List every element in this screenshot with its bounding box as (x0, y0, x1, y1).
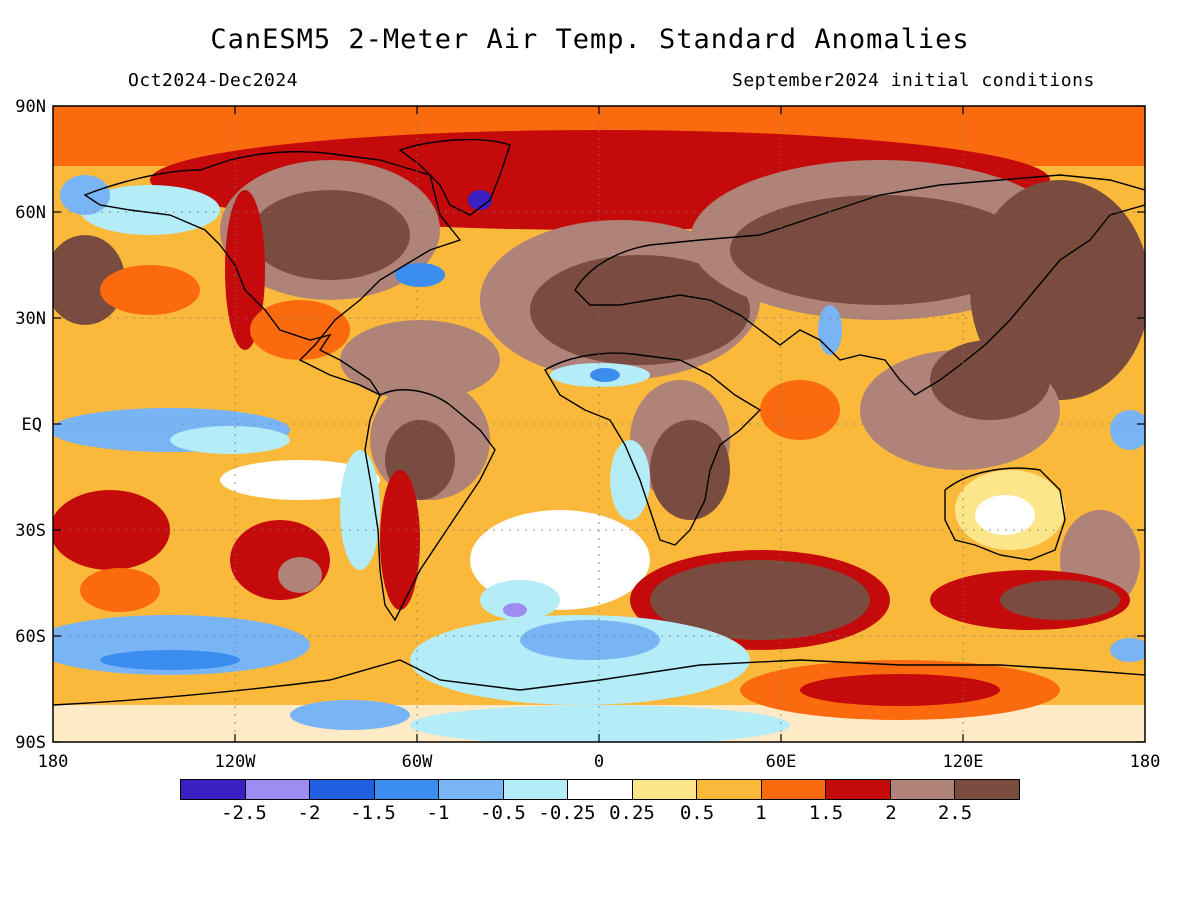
lon-label-120e: 120E (943, 752, 984, 772)
lat-label-eq: EQ (22, 415, 42, 435)
colorbar-label: -0.25 (538, 802, 596, 824)
colorbar-box (761, 780, 827, 799)
graticule (53, 106, 1145, 742)
colorbar-box (181, 780, 246, 799)
initial-conditions: September2024 initial conditions (732, 70, 1095, 91)
lat-label-90s: 90S (15, 733, 46, 753)
colorbar-box (374, 780, 440, 799)
colorbar-box (955, 780, 1019, 799)
lon-label-60w: 60W (402, 752, 433, 772)
lon-label-60e: 60E (766, 752, 797, 772)
lat-label-60n: 60N (15, 203, 46, 223)
colorbar-box (245, 780, 311, 799)
forecast-period: Oct2024-Dec2024 (128, 70, 299, 91)
colorbar (180, 779, 1020, 800)
colorbar-label: -2.5 (221, 802, 267, 824)
colorbar-label: 2.5 (937, 802, 973, 824)
lat-label-90n: 90N (15, 97, 46, 117)
lat-label-30s: 30S (15, 521, 46, 541)
colorbar-label: 2 (885, 802, 897, 824)
colorbar-box (503, 780, 569, 799)
colorbar-box (439, 780, 504, 799)
colorbar-box (632, 780, 698, 799)
colorbar-label: 1.5 (808, 802, 844, 824)
lat-label-60s: 60S (15, 627, 46, 647)
colorbar-box (697, 780, 762, 799)
colorbar-label: -2 (297, 802, 321, 824)
colorbar-label: -0.5 (480, 802, 526, 824)
lon-label-180e: 180 (1130, 752, 1161, 772)
lon-label-180w: 180 (38, 752, 69, 772)
colorbar-label: -1.5 (350, 802, 396, 824)
colorbar-label: 0.5 (679, 802, 715, 824)
colorbar-label: 1 (755, 802, 767, 824)
colorbar-box (890, 780, 956, 799)
colorbar-box (310, 780, 375, 799)
lat-label-30n: 30N (15, 309, 46, 329)
colorbar-box (826, 780, 891, 799)
lon-label-120w: 120W (215, 752, 257, 772)
colorbar-label: -1 (426, 802, 450, 824)
colorbar-label: 0.25 (609, 802, 655, 824)
colorbar-box (568, 780, 633, 799)
coastlines (53, 138, 1145, 706)
lon-label-0: 0 (594, 752, 604, 772)
axis-ticks (53, 105, 1145, 743)
map-title: CanESM5 2-Meter Air Temp. Standard Anoma… (210, 24, 970, 55)
